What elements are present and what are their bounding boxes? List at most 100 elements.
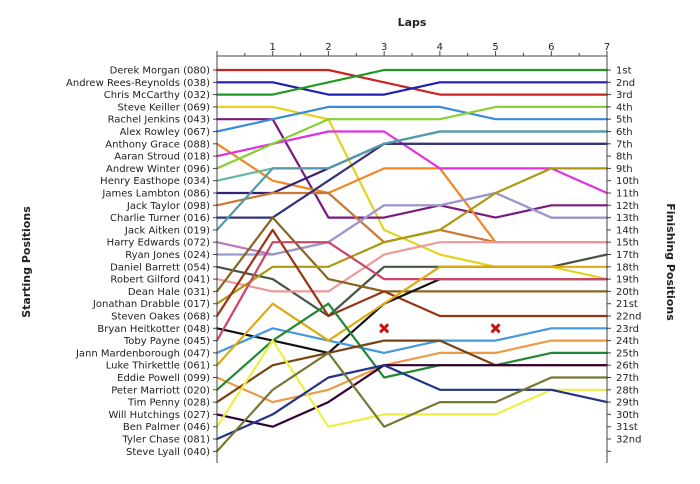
finishing-position-label: 7th bbox=[616, 139, 633, 150]
starting-position-label: Toby Payne (045) bbox=[123, 336, 210, 347]
axes bbox=[213, 51, 611, 463]
starting-position-label: Charlie Turner (016) bbox=[110, 213, 210, 224]
marker-stroke bbox=[490, 323, 501, 334]
retirement-marker bbox=[379, 323, 390, 334]
driver-line bbox=[215, 118, 609, 219]
driver-line bbox=[215, 105, 609, 170]
finishing-position-label: 12th bbox=[616, 201, 639, 212]
driver-line bbox=[215, 241, 609, 293]
driver-line bbox=[215, 364, 609, 441]
finishing-position-label: 27th bbox=[616, 373, 639, 384]
starting-position-label: James Lambton (086) bbox=[101, 189, 210, 200]
starting-position-label: Alex Rowley (067) bbox=[120, 127, 211, 138]
starting-position-label: Chris McCarthy (032) bbox=[104, 90, 210, 101]
starting-position-label: Jack Taylor (098) bbox=[126, 201, 210, 212]
starting-position-label: Tyler Chase (081) bbox=[121, 435, 210, 446]
finishing-position-label: 5th bbox=[616, 115, 633, 126]
driver-line bbox=[215, 191, 609, 256]
finishing-position-label: 22nd bbox=[616, 312, 641, 323]
driver-line bbox=[215, 142, 609, 219]
x-tick-label: 1 bbox=[270, 42, 276, 53]
finishing-position-label: 21st bbox=[616, 299, 638, 310]
finishing-position-label: 20th bbox=[616, 287, 639, 298]
x-tick-label: 3 bbox=[381, 42, 387, 53]
starting-position-label: Will Hutchings (027) bbox=[108, 410, 210, 421]
starting-position-label: Peter Marriott (020) bbox=[111, 385, 210, 396]
x-tick-label: 4 bbox=[437, 42, 443, 53]
starting-position-label: Andrew Rees-Reynolds (038) bbox=[66, 78, 210, 89]
starting-position-label: Daniel Barrett (054) bbox=[110, 262, 210, 273]
left-axis-title: Starting Positions bbox=[20, 206, 33, 318]
finishing-position-label: 15th bbox=[616, 238, 639, 249]
finishing-position-label: 8th bbox=[616, 152, 633, 163]
starting-position-label: Andrew Winter (096) bbox=[106, 164, 210, 175]
driver-line bbox=[215, 339, 609, 404]
starting-position-label: Rachel Jenkins (043) bbox=[108, 115, 211, 126]
x-tick-labels: 1 2 3 4 5 6 7 bbox=[270, 42, 611, 53]
driver-line bbox=[215, 351, 609, 453]
starting-position-label: Dean Hale (031) bbox=[128, 287, 210, 298]
finishing-position-label: 30th bbox=[616, 410, 639, 421]
driver-line bbox=[215, 364, 609, 428]
driver-line bbox=[215, 130, 609, 195]
starting-position-label: Steve Keiller (069) bbox=[117, 102, 210, 113]
starting-position-label: Steven Oakes (068) bbox=[111, 312, 210, 323]
starting-position-label: Harry Edwards (072) bbox=[107, 238, 210, 249]
finishing-position-label: 2nd bbox=[616, 78, 635, 89]
finishing-position-label: 32nd bbox=[616, 435, 641, 446]
finishing-position-label: 28th bbox=[616, 385, 639, 396]
x-tick-label: 5 bbox=[492, 42, 498, 53]
driver-line bbox=[215, 241, 609, 342]
starting-position-label: Luke Thirkettle (061) bbox=[106, 361, 210, 372]
starting-position-label: Derek Morgan (080) bbox=[110, 66, 211, 77]
finishing-position-labels: 1st2nd3rd4th5th6th7th8th9th10th11th12th1… bbox=[616, 66, 641, 446]
finishing-position-label: 13th bbox=[616, 213, 639, 224]
starting-position-label: Jonathan Drabble (017) bbox=[92, 299, 210, 310]
finishing-position-label: 19th bbox=[616, 275, 639, 286]
driver-line bbox=[215, 81, 609, 96]
retirement-markers bbox=[379, 323, 501, 334]
finishing-position-label: 24th bbox=[616, 336, 639, 347]
driver-line bbox=[215, 265, 609, 367]
driver-line bbox=[215, 105, 609, 133]
starting-position-label: Steve Lyall (040) bbox=[126, 447, 210, 458]
driver-line bbox=[215, 228, 609, 318]
starting-position-label: Jack Aitken (019) bbox=[124, 225, 210, 236]
finishing-position-label: 11th bbox=[616, 189, 639, 200]
x-tick-label: 2 bbox=[325, 42, 331, 53]
finishing-position-label: 1st bbox=[616, 66, 632, 77]
retirement-marker bbox=[490, 323, 501, 334]
marker-stroke bbox=[379, 323, 390, 334]
finishing-position-label: 17th bbox=[616, 250, 639, 261]
starting-position-label: Ben Palmer (046) bbox=[123, 422, 210, 433]
driver-line bbox=[215, 167, 609, 305]
driver-line bbox=[215, 191, 609, 256]
starting-position-label: Tim Penny (028) bbox=[127, 398, 210, 409]
starting-position-label: Bryan Heitkotter (048) bbox=[97, 324, 210, 335]
finishing-position-label: 29th bbox=[616, 398, 639, 409]
driver-line bbox=[215, 302, 609, 391]
finishing-position-label: 25th bbox=[616, 348, 639, 359]
starting-position-label: Robert Gilford (041) bbox=[110, 275, 210, 286]
starting-position-label: Jann Mardenborough (047) bbox=[75, 348, 210, 359]
finishing-position-label: 31st bbox=[616, 422, 638, 433]
finishing-position-label: 3rd bbox=[616, 90, 633, 101]
starting-position-label: Anthony Grace (088) bbox=[105, 139, 210, 150]
x-tick-label: 7 bbox=[604, 42, 610, 53]
finishing-position-label: 26th bbox=[616, 361, 639, 372]
starting-position-label: Aaran Stroud (018) bbox=[114, 152, 210, 163]
finishing-position-label: 23rd bbox=[616, 324, 639, 335]
series-lines bbox=[215, 68, 609, 453]
starting-position-label: Eddie Powell (099) bbox=[117, 373, 210, 384]
driver-line bbox=[215, 327, 609, 354]
x-tick-label: 6 bbox=[548, 42, 554, 53]
driver-line bbox=[215, 130, 609, 182]
driver-line bbox=[215, 68, 609, 96]
right-axis-title: Finishing Positions bbox=[664, 203, 677, 321]
finishing-position-label: 9th bbox=[616, 164, 633, 175]
finishing-position-label: 4th bbox=[616, 102, 633, 113]
starting-position-label: Henry Easthope (034) bbox=[100, 176, 210, 187]
driver-line bbox=[215, 130, 609, 231]
